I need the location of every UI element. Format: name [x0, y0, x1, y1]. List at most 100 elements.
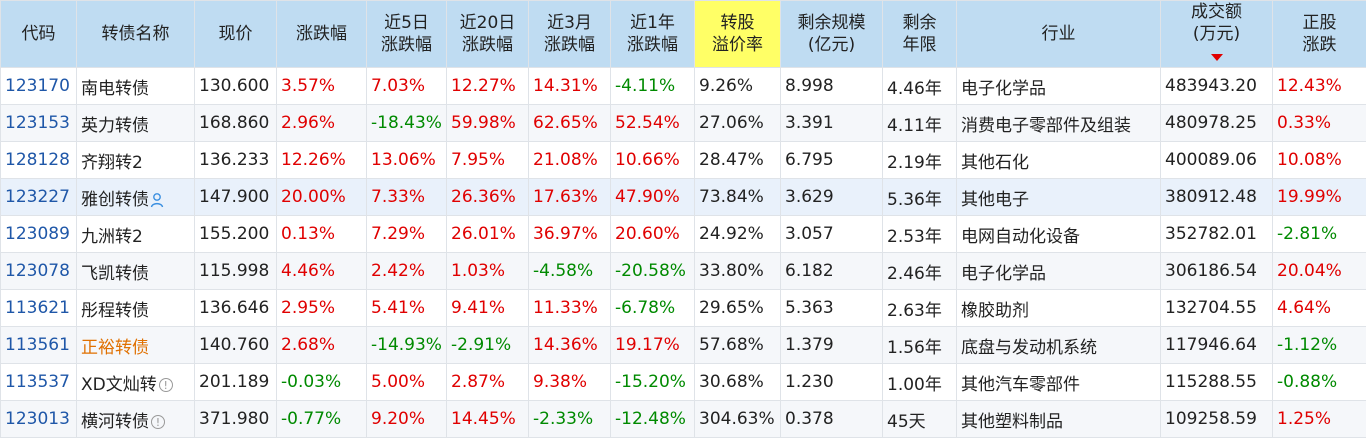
cell-name-text[interactable]: 九洲转2	[81, 226, 143, 247]
cell-price-text: 140.760	[199, 335, 270, 355]
cell-turnover-text: 117946.64	[1165, 335, 1257, 355]
table-row[interactable]: 123170 南电转债 130.600 3.57% 7.03% 12.27% 14.31% -…	[0, 67, 1366, 105]
cell-name[interactable]: 南电转债	[76, 67, 195, 105]
cell-name[interactable]: 齐翔转2	[76, 141, 195, 179]
cell-scale-text: 5.363	[785, 298, 834, 318]
cell-name-text[interactable]: 彤程转债	[81, 300, 149, 321]
table-row[interactable]: 123089 九洲转2 155.200 0.13% 7.29% 26.01% 36.97% 2…	[0, 215, 1366, 253]
cell-code[interactable]: 123013	[0, 400, 77, 438]
column-header[interactable]: 现价	[194, 0, 277, 68]
cell-code-text[interactable]: 123078	[5, 261, 70, 281]
cell-code-text[interactable]: 123089	[5, 224, 70, 244]
cell-name-text[interactable]: 雅创转债	[81, 189, 149, 210]
cell-chg20: -2.91%	[446, 326, 529, 364]
column-header-label: 涨跌幅	[462, 35, 513, 55]
cell-price-text: 130.600	[199, 76, 270, 96]
cell-name[interactable]: 正裕转债	[76, 326, 195, 364]
cell-name[interactable]: 横河转债!	[76, 400, 195, 438]
table-row[interactable]: 123013 横河转债! 371.980 -0.77% 9.20% 14.45% -2.33…	[0, 400, 1366, 438]
table-row[interactable]: 113561 正裕转债 140.760 2.68% -14.93% -2.91% 14.36…	[0, 326, 1366, 364]
cell-chg5: 13.06%	[366, 141, 447, 179]
cell-name-text[interactable]: 横河转债	[81, 411, 149, 432]
cell-code[interactable]: 123227	[0, 178, 77, 216]
table-row[interactable]: 128128 齐翔转2 136.233 12.26% 13.06% 7.95% 21.08%…	[0, 141, 1366, 179]
cell-price: 201.189	[194, 363, 277, 401]
cell-chg1y: -20.58%	[610, 252, 695, 290]
cell-name-text[interactable]: 正裕转债	[81, 337, 149, 358]
sort-desc-icon[interactable]	[1210, 54, 1223, 61]
column-header-label: (亿元)	[807, 35, 856, 55]
column-header[interactable]: 近5日 涨跌幅	[366, 0, 447, 68]
column-header[interactable]: 转股 溢价率	[694, 0, 781, 68]
cell-years: 2.19年	[882, 141, 957, 179]
cell-chg1y-text: -4.11%	[615, 76, 676, 96]
column-header-label: 近3月	[547, 13, 592, 33]
cell-chg5-text: 7.03%	[371, 76, 426, 96]
info-icon[interactable]: !	[151, 414, 165, 429]
cell-code[interactable]: 113537	[0, 363, 77, 401]
cell-code-text[interactable]: 113537	[5, 372, 70, 392]
cell-name-text[interactable]: 飞凯转债	[81, 263, 149, 284]
cell-code-text[interactable]: 113621	[5, 298, 70, 318]
cell-name-text[interactable]: 齐翔转2	[81, 152, 143, 173]
cell-premium: 28.47%	[694, 141, 781, 179]
table-row[interactable]: 113537 XD文灿转! 201.189 -0.03% 5.00% 2.87% 9.38%…	[0, 363, 1366, 401]
cell-name-text[interactable]: XD文灿转	[81, 374, 157, 395]
cell-name[interactable]: 九洲转2	[76, 215, 195, 253]
cell-code[interactable]: 123153	[0, 104, 77, 142]
column-header[interactable]: 近20日 涨跌幅	[446, 0, 529, 68]
cell-name[interactable]: 飞凯转债	[76, 252, 195, 290]
info-icon[interactable]: !	[158, 377, 173, 392]
column-header[interactable]: 剩余规模 (亿元)	[780, 0, 883, 68]
cell-name-text[interactable]: 英力转债	[81, 115, 149, 136]
cell-code-text[interactable]: 123013	[5, 409, 70, 429]
cell-code[interactable]: 128128	[0, 141, 77, 179]
user-icon[interactable]	[150, 192, 166, 208]
cell-name[interactable]: 彤程转债	[76, 289, 195, 327]
column-header[interactable]: 成交额 (万元)	[1160, 0, 1273, 68]
cell-chg20: 14.45%	[446, 400, 529, 438]
cell-code-text[interactable]: 123170	[5, 76, 70, 96]
column-header[interactable]: 正股 涨跌	[1272, 0, 1366, 68]
cell-code[interactable]: 113621	[0, 289, 77, 327]
cell-scale: 1.230	[780, 363, 883, 401]
cell-chg20: 2.87%	[446, 363, 529, 401]
cell-code-text[interactable]: 113561	[5, 335, 70, 355]
cell-chg20: 26.01%	[446, 215, 529, 253]
column-header-label: 正股	[1302, 13, 1337, 33]
cell-code-text[interactable]: 123227	[5, 187, 70, 207]
cell-chg3m-text: 9.38%	[533, 372, 588, 392]
column-header[interactable]: 近1年 涨跌幅	[610, 0, 695, 68]
cell-code[interactable]: 123170	[0, 67, 77, 105]
cell-code-text[interactable]: 128128	[5, 150, 70, 170]
cell-premium-text: 24.92%	[699, 224, 764, 244]
cell-chg-text: 4.46%	[281, 261, 336, 281]
table-row[interactable]: 123078 飞凯转债 115.998 4.46% 2.42% 1.03% -4.58% -2…	[0, 252, 1366, 290]
column-header[interactable]: 行业	[956, 0, 1161, 68]
cell-chg1y-text: -15.20%	[615, 372, 686, 392]
column-header[interactable]: 转债名称	[76, 0, 195, 68]
cell-turnover-text: 352782.01	[1165, 224, 1257, 244]
column-header[interactable]: 代码	[0, 0, 77, 68]
table-row[interactable]: 123153 英力转债 168.860 2.96% -18.43% 59.98% 62.65…	[0, 104, 1366, 142]
cell-name[interactable]: 雅创转债	[76, 178, 195, 216]
cell-code[interactable]: 123078	[0, 252, 77, 290]
cell-chg5-text: 2.42%	[371, 261, 426, 281]
cell-stock_chg-text: -2.81%	[1277, 224, 1338, 244]
cell-code[interactable]: 123089	[0, 215, 77, 253]
cell-years: 2.63年	[882, 289, 957, 327]
table-row[interactable]: 123227 雅创转债 147.900 20.00% 7.33% 26.36% 17.63%…	[0, 178, 1366, 216]
column-header[interactable]: 近3月 涨跌幅	[528, 0, 611, 68]
cell-chg1y-text: 19.17%	[615, 335, 680, 355]
cell-code-text[interactable]: 123153	[5, 113, 70, 133]
column-header[interactable]: 涨跌幅	[276, 0, 367, 68]
cell-chg: 4.46%	[276, 252, 367, 290]
cell-code[interactable]: 113561	[0, 326, 77, 364]
column-header[interactable]: 剩余 年限	[882, 0, 957, 68]
cell-scale-text: 8.998	[785, 76, 834, 96]
cell-name[interactable]: 英力转债	[76, 104, 195, 142]
cell-scale: 6.182	[780, 252, 883, 290]
cell-name[interactable]: XD文灿转!	[76, 363, 195, 401]
cell-name-text[interactable]: 南电转债	[81, 78, 149, 99]
table-row[interactable]: 113621 彤程转债 136.646 2.95% 5.41% 9.41% 11.33% -6…	[0, 289, 1366, 327]
